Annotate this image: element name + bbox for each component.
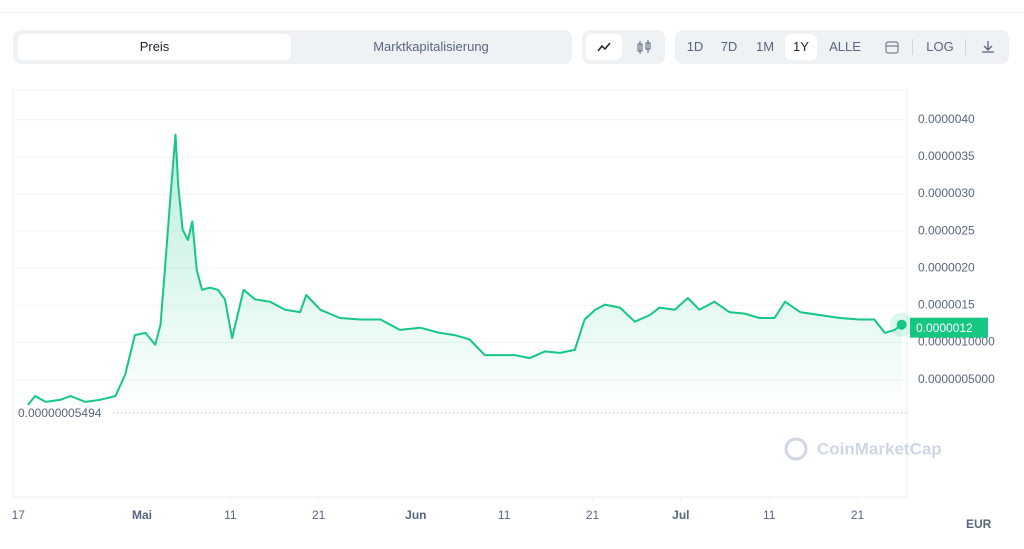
x-tick-label: 17	[12, 508, 26, 522]
chart-style-group	[582, 30, 665, 64]
range-button[interactable]: 1D	[686, 39, 704, 54]
x-tick-label: 11	[224, 508, 237, 522]
x-tick-label: 11	[498, 508, 511, 522]
y-tick-label: 0.0000015	[918, 298, 975, 312]
range-button[interactable]: 1Y	[785, 34, 817, 60]
x-tick-label: 21	[586, 508, 600, 522]
x-tick-label: Mai	[132, 508, 152, 522]
x-tick-label: Jun	[405, 508, 426, 522]
current-price-label: 0.0000012	[916, 321, 973, 335]
x-tick-label: 21	[851, 508, 865, 522]
watermark: CoinMarketCap	[784, 437, 942, 461]
log-button[interactable]: LOG	[926, 39, 954, 54]
divider	[965, 39, 966, 55]
range-button[interactable]: 7D	[720, 39, 738, 54]
line-icon	[597, 42, 611, 52]
download-icon[interactable]	[980, 39, 996, 55]
y-tick-label: 0.0000030	[918, 186, 975, 200]
tab[interactable]: Marktkapitalisierung	[373, 39, 489, 54]
calendar-icon[interactable]	[884, 39, 900, 55]
y-tick-label: 0.0000005000	[918, 372, 995, 386]
currency: EUR	[966, 517, 992, 531]
x-tick-label: 11	[763, 508, 776, 522]
tab[interactable]: Preis	[18, 34, 291, 60]
candle-style-button[interactable]	[626, 34, 662, 60]
range-button[interactable]: ALLE	[829, 39, 861, 54]
last-point	[896, 319, 907, 330]
y-tick-label: 0.0000035	[918, 149, 975, 163]
y-tick-label: 0.0000040	[918, 112, 975, 126]
y-tick-label: 0.0000010000	[918, 335, 995, 349]
tab-group: Preis Marktkapitalisierung	[13, 30, 572, 64]
price-area	[28, 134, 902, 413]
range-button[interactable]: 1M	[755, 39, 775, 54]
top-rule	[0, 12, 1024, 13]
x-tick-label: 21	[312, 508, 326, 522]
range-group: LOG 1D 7D 1M 1Y ALLE	[675, 30, 1009, 64]
x-tick-label: Jul	[672, 508, 689, 522]
y-tick-label: 0.0000020	[918, 260, 975, 274]
y-tick-label: 0.0000025	[918, 223, 975, 237]
plot-frame	[12, 89, 908, 498]
watermark-text: CoinMarketCap	[817, 439, 942, 458]
line-style-button[interactable]	[586, 34, 622, 60]
current-price-badge	[910, 317, 988, 338]
price-line	[27, 133, 903, 406]
divider	[912, 39, 913, 55]
candle-icon	[637, 40, 651, 54]
